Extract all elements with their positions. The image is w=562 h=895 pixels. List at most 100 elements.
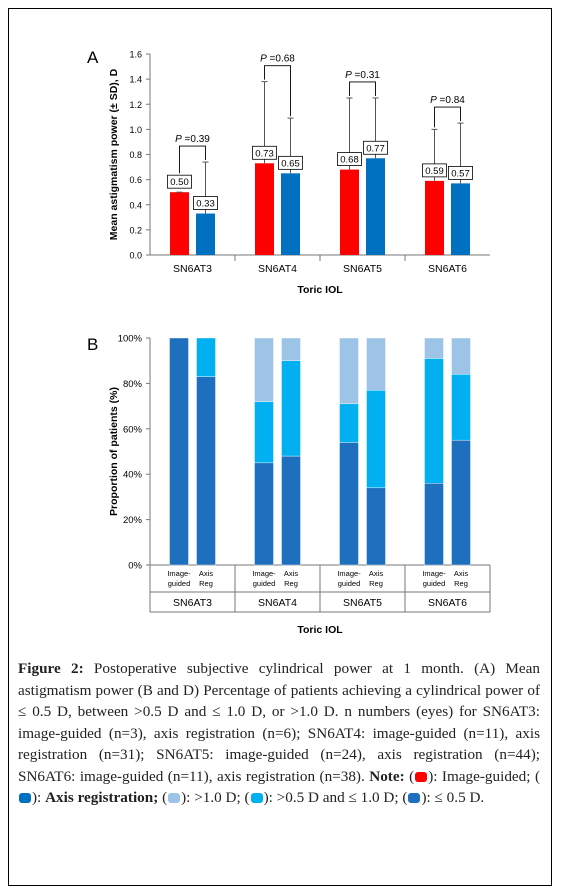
bar-group-label: Image- xyxy=(167,569,191,578)
x-axis-title: Toric IOL xyxy=(297,624,343,636)
y-axis-title: Proportion of patients (%) xyxy=(108,387,120,516)
value-label: 0.57 xyxy=(451,168,470,179)
bar-group-label: Reg xyxy=(369,579,383,588)
y-tick-label: 40% xyxy=(123,470,143,481)
panel-a-letter: A xyxy=(87,48,99,67)
bar-group-label: Reg xyxy=(454,579,468,588)
y-tick-label: 1.0 xyxy=(129,125,142,135)
bar-group-label: guided xyxy=(253,579,276,588)
value-label: 0.65 xyxy=(281,158,300,169)
x-category-label: SN6AT5 xyxy=(343,263,382,275)
figure-caption: Figure 2: Postoperative subjective cylin… xyxy=(18,658,540,809)
value-label: 0.33 xyxy=(196,199,215,210)
bar-group-label: guided xyxy=(338,579,361,588)
bar-group-label: guided xyxy=(423,579,446,588)
significance-bracket xyxy=(179,145,206,174)
bar-group-label: Axis xyxy=(369,569,383,578)
bar-image-guided xyxy=(425,180,444,255)
p-value-label: P =0.68 xyxy=(260,54,295,65)
bar-group-label: Reg xyxy=(199,579,213,588)
stack-segment-between xyxy=(196,337,216,377)
stack-segment-gt-1-0 xyxy=(339,337,359,405)
stack-segment-le-0-5 xyxy=(424,483,444,566)
value-label-box xyxy=(193,196,218,210)
p-value-label: P =0.39 xyxy=(175,134,210,145)
value-label-box xyxy=(252,145,277,160)
y-tick-label: 0.0 xyxy=(129,251,142,261)
stack-segment-between xyxy=(281,360,301,457)
y-tick-label: 1.2 xyxy=(129,100,142,110)
bar-axis-registration xyxy=(366,158,385,255)
value-label: 0.59 xyxy=(425,166,444,177)
stack-segment-between xyxy=(366,390,386,489)
stack-segment-between xyxy=(254,401,274,464)
value-label: 0.50 xyxy=(170,177,189,188)
panel-b-chart: 0% 20% 40% 60% 80% 100% Proportion of patients… xyxy=(108,334,491,636)
bar-group-label: Axis xyxy=(454,569,468,578)
bar-group-label: guided xyxy=(168,579,191,588)
stack-segment-gt-1-0 xyxy=(254,337,274,402)
stack-segment-between xyxy=(424,358,444,484)
bar-group-label: Reg xyxy=(284,579,298,588)
bar-image-guided xyxy=(170,192,189,255)
stack-segment-le-0-5 xyxy=(339,442,359,566)
bar-group-label: Axis xyxy=(284,569,298,578)
legend-bold-label: Axis registration; xyxy=(45,789,159,806)
y-tick-label: 0.8 xyxy=(129,150,142,160)
y-tick-label: 60% xyxy=(123,424,143,435)
stack-segment-between xyxy=(339,403,359,443)
p-value-label: P =0.84 xyxy=(430,95,465,106)
y-tick-label: 0.4 xyxy=(129,200,142,210)
x-category-label: SN6AT3 xyxy=(173,597,212,609)
value-label-box xyxy=(167,174,192,189)
stack-segment-gt-1-0 xyxy=(281,337,301,361)
p-value-label: P =0.31 xyxy=(345,70,380,81)
value-label-box xyxy=(422,163,447,178)
stack-segment-le-0-5 xyxy=(366,487,386,566)
stack-segment-gt-1-0 xyxy=(366,337,386,391)
y-tick-label: 100% xyxy=(118,334,143,345)
value-label-box xyxy=(278,155,303,170)
bar-image-guided xyxy=(255,163,274,255)
x-category-label: SN6AT4 xyxy=(258,597,297,609)
legend-swatch-between xyxy=(250,793,263,803)
bar-axis-registration xyxy=(451,183,470,255)
bar-axis-registration xyxy=(281,173,300,255)
caption-note-label: Note: xyxy=(369,767,405,785)
bar-image-guided xyxy=(340,169,359,255)
x-category-label: SN6AT6 xyxy=(428,263,467,275)
y-tick-label: 80% xyxy=(123,379,143,390)
value-label-box xyxy=(448,165,473,180)
figure-charts: A 0.0 0.2 0.4 0.6 0.8 1.0 1.2 1.4 1.6 Mean astigm… xyxy=(87,48,491,636)
bar-group-label: Image- xyxy=(337,569,361,578)
stack-segment-between xyxy=(451,374,471,441)
significance-bracket xyxy=(434,106,461,128)
y-tick-label: 0.6 xyxy=(129,175,142,185)
y-tick-label: 0% xyxy=(128,561,142,572)
significance-bracket xyxy=(349,81,376,96)
legend-swatch-image-guided xyxy=(415,771,428,782)
value-label: 0.77 xyxy=(366,143,385,154)
stack-segment-gt-1-0 xyxy=(424,337,444,359)
value-label: 0.68 xyxy=(340,155,359,166)
x-axis-title: Toric IOL xyxy=(297,284,343,296)
x-category-label: SN6AT3 xyxy=(173,263,212,275)
value-label-box xyxy=(337,152,362,166)
bar-group-label: Image- xyxy=(252,569,276,578)
panel-a-chart: 0.0 0.2 0.4 0.6 0.8 1.0 1.2 1.4 1.6 Mean astigmat… xyxy=(108,50,490,296)
y-tick-label: 1.4 xyxy=(129,75,142,85)
bar-group-label: Axis xyxy=(199,569,213,578)
legend-swatch-gt-1-0 xyxy=(168,793,181,803)
stack-segment-le-0-5 xyxy=(169,337,189,566)
bar-axis-registration xyxy=(196,213,215,255)
bar-group-label: Image- xyxy=(422,569,446,578)
value-label: 0.73 xyxy=(255,148,274,159)
value-label-box xyxy=(363,140,388,155)
y-axis-title: Mean astigmatism power (± SD), D xyxy=(108,68,120,240)
stack-segment-le-0-5 xyxy=(281,455,301,566)
significance-bracket xyxy=(264,65,291,117)
y-tick-label: 20% xyxy=(123,515,143,526)
y-tick-label: 0.2 xyxy=(129,225,142,235)
stack-segment-le-0-5 xyxy=(451,439,471,566)
x-category-label: SN6AT5 xyxy=(343,597,382,609)
